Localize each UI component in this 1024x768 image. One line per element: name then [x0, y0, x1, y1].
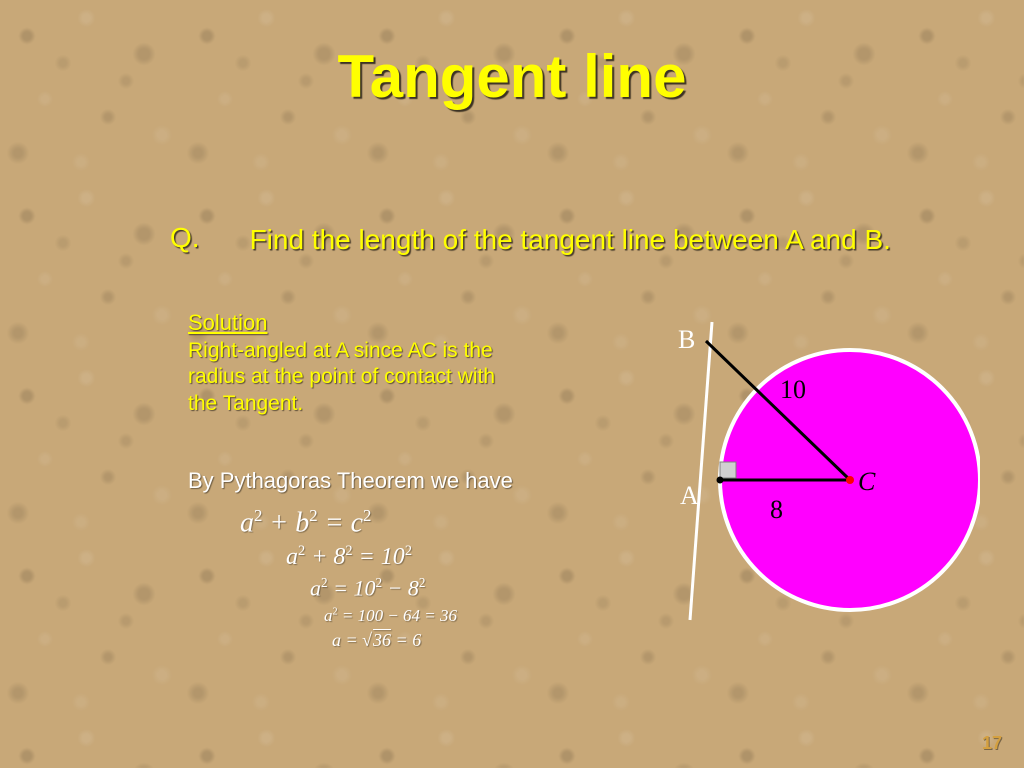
label-c: C [858, 467, 876, 496]
tangent-circle-figure: A B C 8 10 [560, 320, 980, 640]
equation-1: a2 + b2 = c2 [240, 506, 457, 539]
solution-heading: Solution [188, 310, 518, 336]
point-c-dot [846, 476, 854, 484]
equation-2: a2 + 82 = 102 [286, 543, 457, 571]
slide-content: Tangent line Q. Find the length of the t… [0, 0, 1024, 768]
label-b: B [678, 325, 695, 354]
figure-svg: A B C 8 10 [560, 320, 980, 640]
label-8: 8 [770, 495, 783, 524]
equation-4: a2 = 100 − 64 = 36 [324, 606, 457, 626]
label-10: 10 [780, 375, 806, 404]
solution-block: Solution Right-angled at A since AC is t… [188, 310, 518, 417]
question-text: Find the length of the tangent line betw… [250, 222, 964, 257]
label-a: A [680, 481, 699, 510]
solution-body: Right-angled at A since AC is the radius… [188, 338, 518, 417]
pythagoras-intro: By Pythagoras Theorem we have [188, 468, 513, 494]
tangent-line [690, 322, 712, 620]
equation-5: a = √36 = 6 [332, 630, 457, 651]
question-label: Q. [170, 222, 200, 257]
right-angle-icon [720, 462, 736, 478]
equations-block: a2 + b2 = c2 a2 + 82 = 102 a2 = 102 − 82… [240, 506, 457, 655]
question-row: Q. Find the length of the tangent line b… [170, 222, 964, 257]
equation-3: a2 = 102 − 82 [310, 575, 457, 601]
page-number: 17 [982, 733, 1002, 754]
slide-title: Tangent line [0, 42, 1024, 111]
point-a-dot [717, 477, 724, 484]
